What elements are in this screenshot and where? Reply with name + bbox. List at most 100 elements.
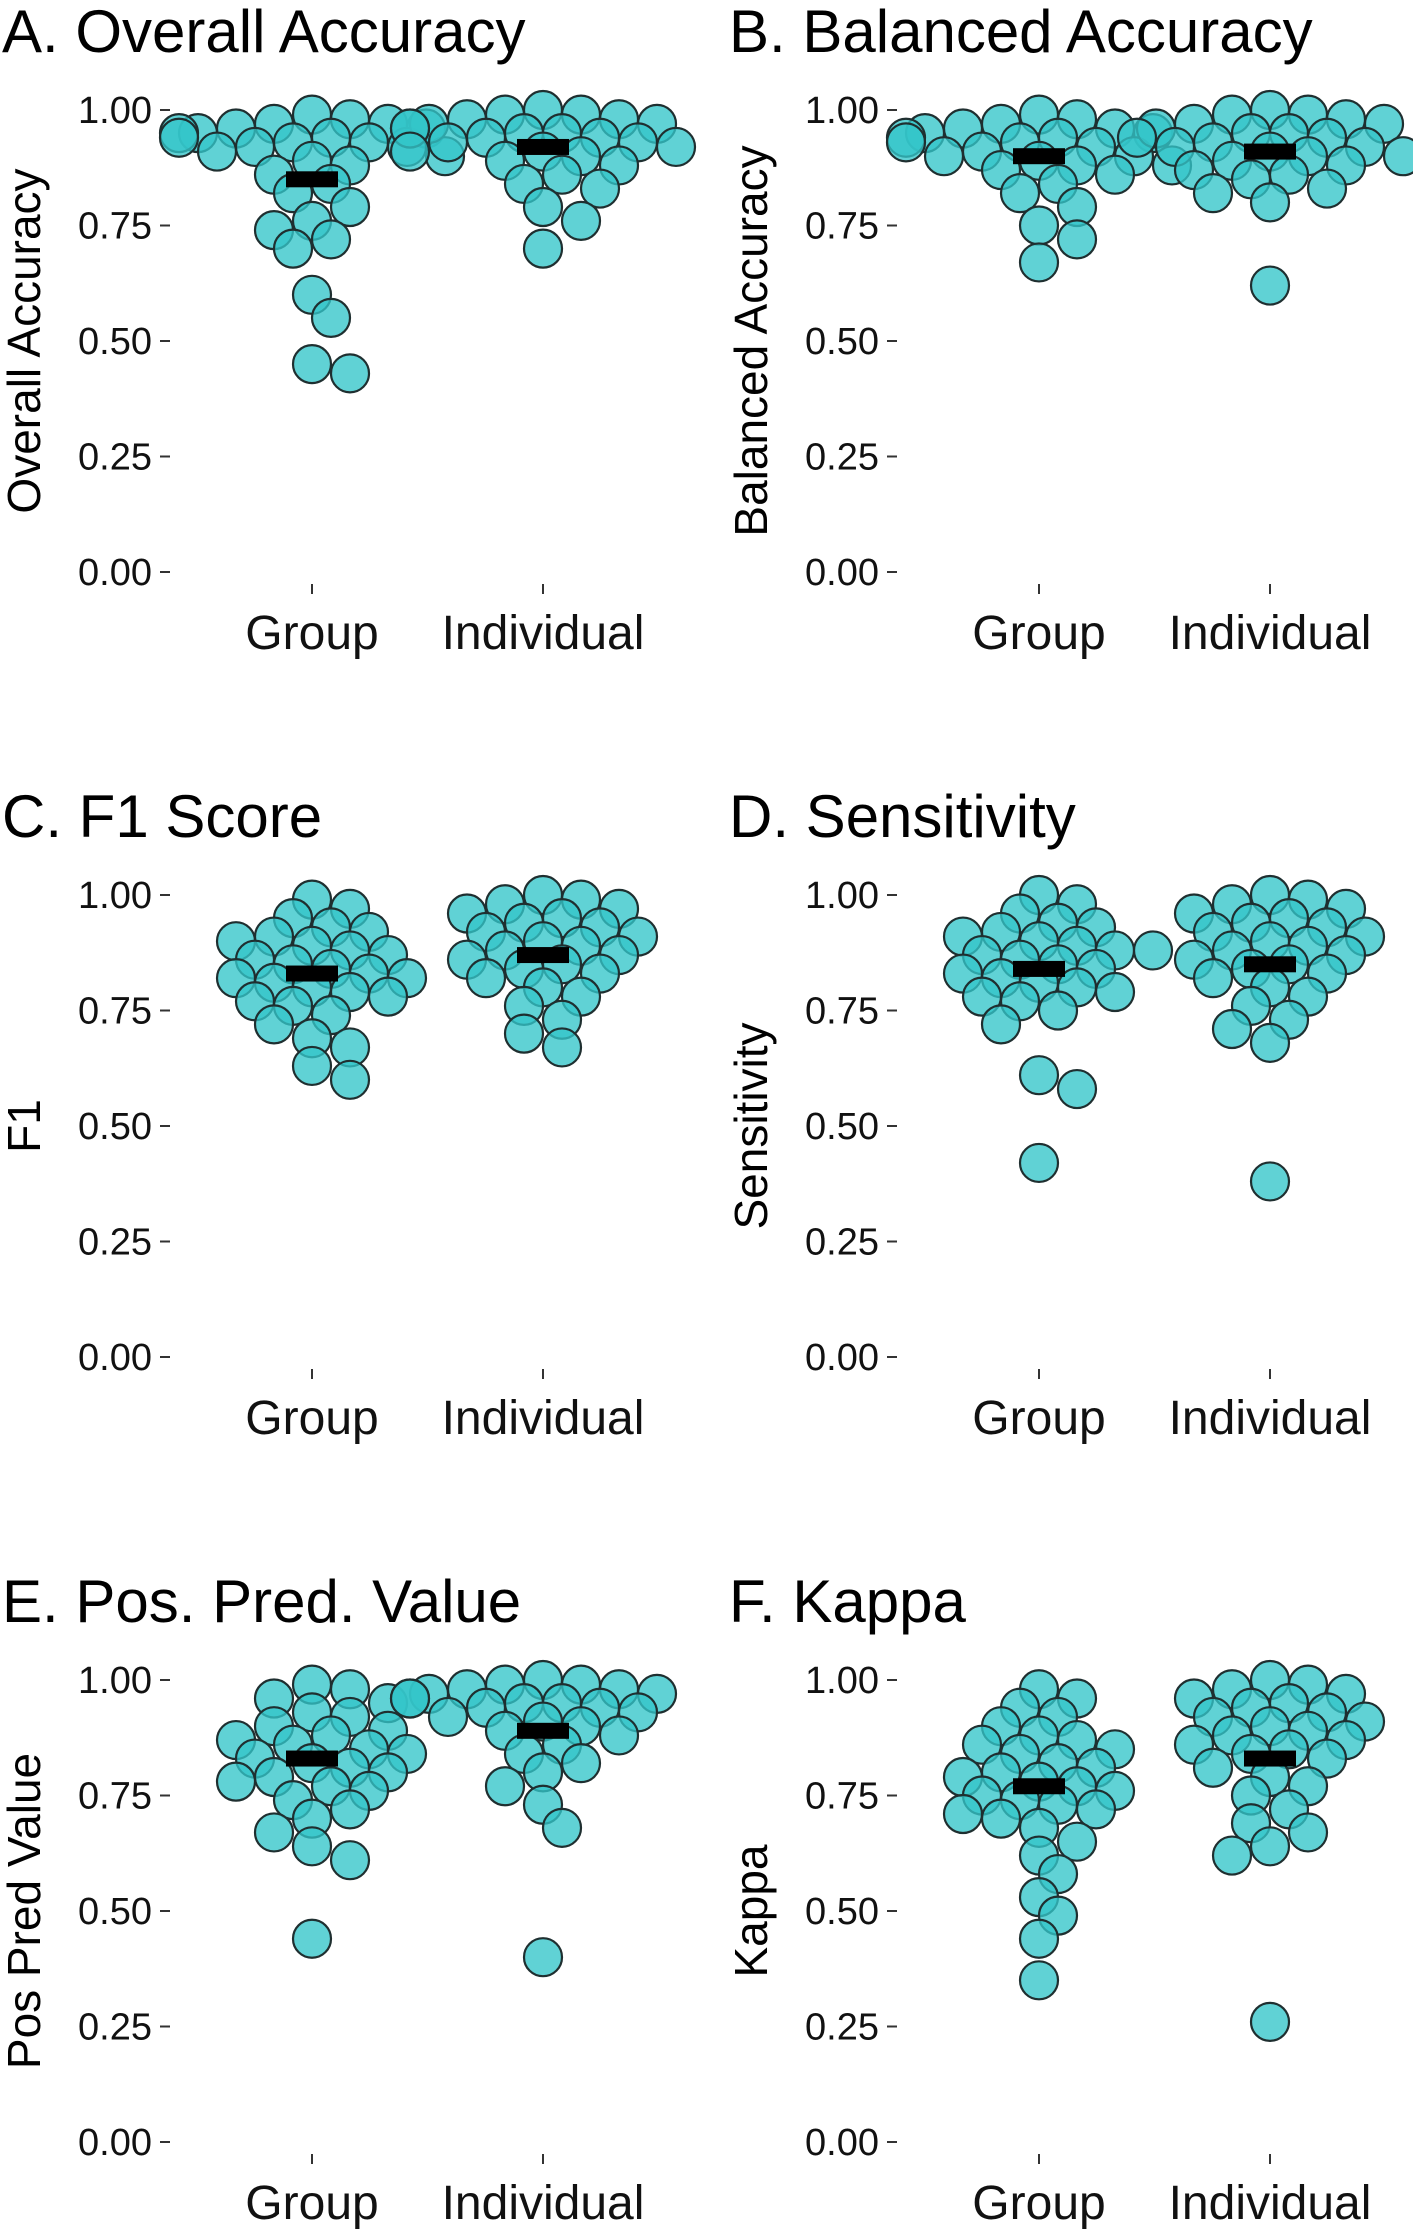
data-point xyxy=(541,154,583,195)
data-point xyxy=(329,186,371,228)
data-point xyxy=(291,1826,333,1867)
data-point xyxy=(1249,1826,1291,1867)
x-tick-label: Group xyxy=(245,1392,378,1445)
y-tick-label: 1.00 xyxy=(805,90,879,132)
data-point xyxy=(1249,1161,1291,1202)
panel-3: D. Sensitivity Sensitivity 0.00 0.25 0.50 0.7… xyxy=(725,783,1386,1445)
y-axis-label: Overall Accuracy xyxy=(0,168,50,513)
x-tick-label: Group xyxy=(972,1392,1105,1445)
y-tick-label: 0.25 xyxy=(78,437,152,479)
y-tick-label: 0.50 xyxy=(78,1106,152,1148)
panel-title: E. Pos. Pred. Value xyxy=(2,1568,521,1635)
x-tick-label: Individual xyxy=(1169,1392,1372,1445)
data-point xyxy=(1094,971,1136,1013)
y-tick-label: 0.00 xyxy=(78,1337,152,1379)
data-point xyxy=(1018,1960,1060,2001)
y-tick-label: 0.00 xyxy=(805,552,879,594)
y-tick-label: 0.25 xyxy=(78,1222,152,1264)
data-point xyxy=(560,1743,602,1784)
x-tick-label: Group xyxy=(245,607,378,660)
y-tick-label: 0.00 xyxy=(805,2122,879,2164)
y-axis-label: F1 xyxy=(0,1099,50,1153)
mean-bar xyxy=(1244,143,1296,160)
data-point xyxy=(541,1027,583,1068)
data-point xyxy=(923,136,965,177)
data-point xyxy=(1116,117,1158,158)
y-tick-label: 0.50 xyxy=(78,1891,152,1933)
mean-bar xyxy=(286,171,338,188)
data-point xyxy=(427,122,469,163)
y-tick-label: 0.75 xyxy=(78,991,152,1033)
data-point xyxy=(1382,136,1413,177)
y-tick-label: 0.25 xyxy=(78,2007,152,2049)
panel-title: B. Balanced Accuracy xyxy=(729,0,1313,65)
data-point xyxy=(522,228,564,269)
data-point xyxy=(522,186,564,228)
data-point xyxy=(1056,1821,1098,1862)
data-point xyxy=(389,131,431,172)
mean-bar xyxy=(517,1722,569,1739)
mean-bar xyxy=(1013,960,1065,977)
data-point xyxy=(885,122,927,163)
data-point xyxy=(1287,1812,1329,1853)
data-point xyxy=(291,1918,333,1959)
y-tick-label: 0.75 xyxy=(805,206,879,248)
y-tick-label: 0.50 xyxy=(805,1106,879,1148)
data-point xyxy=(1249,2001,1291,2042)
y-tick-label: 1.00 xyxy=(78,90,152,132)
y-axis-label: Sensitivity xyxy=(725,1022,777,1229)
data-point xyxy=(215,1761,257,1802)
data-point xyxy=(427,1696,469,1738)
data-point xyxy=(1018,205,1060,246)
data-point xyxy=(1192,1747,1234,1788)
x-tick-label: Individual xyxy=(442,1392,645,1445)
data-point xyxy=(1249,182,1291,223)
data-point xyxy=(1192,958,1234,999)
panel-4: E. Pos. Pred. Value Pos Pred Value 0.00 0.2… xyxy=(0,1568,678,2230)
y-tick-label: 0.25 xyxy=(805,2007,879,2049)
data-point xyxy=(253,1004,295,1045)
data-point xyxy=(1056,219,1098,260)
y-axis-label: Balanced Accuracy xyxy=(725,145,777,536)
panel-1: B. Balanced Accuracy Balanced Accuracy 0.0… xyxy=(725,0,1413,660)
data-point xyxy=(329,1789,371,1830)
data-point xyxy=(1211,1008,1253,1050)
data-point xyxy=(1018,1918,1060,1959)
y-tick-label: 0.25 xyxy=(805,437,879,479)
data-point xyxy=(560,200,602,241)
data-point xyxy=(655,126,697,168)
mean-bar xyxy=(286,965,338,982)
data-point xyxy=(310,219,352,260)
data-point xyxy=(1018,242,1060,283)
y-tick-label: 0.25 xyxy=(805,1222,879,1264)
mean-bar xyxy=(517,947,569,964)
data-point xyxy=(310,297,352,338)
data-point xyxy=(1018,1142,1060,1184)
mean-bar xyxy=(286,1750,338,1767)
data-point xyxy=(1018,1055,1060,1096)
y-tick-label: 1.00 xyxy=(805,1660,879,1702)
x-tick-label: Group xyxy=(245,2177,378,2230)
x-tick-label: Individual xyxy=(442,607,645,660)
data-point xyxy=(598,1715,640,1756)
y-tick-label: 0.75 xyxy=(805,1776,879,1818)
data-point xyxy=(272,228,314,269)
data-point xyxy=(1132,930,1174,971)
y-tick-label: 0.75 xyxy=(78,1776,152,1818)
x-tick-label: Group xyxy=(972,607,1105,660)
y-tick-label: 0.75 xyxy=(78,206,152,248)
panel-5: F. Kappa Kappa 0.00 0.25 0.50 0.75 1.00 Group In… xyxy=(725,1568,1386,2230)
data-point xyxy=(329,353,371,394)
data-point xyxy=(522,1937,564,1978)
data-point xyxy=(367,976,409,1017)
data-point xyxy=(1211,1835,1253,1876)
data-point xyxy=(980,1798,1022,1839)
panel-title: F. Kappa xyxy=(729,1568,966,1635)
data-point xyxy=(1056,1068,1098,1110)
x-tick-label: Individual xyxy=(442,2177,645,2230)
mean-bar xyxy=(517,138,569,155)
panel-title: A. Overall Accuracy xyxy=(2,0,526,65)
data-point xyxy=(158,117,200,158)
data-point xyxy=(291,344,333,385)
data-point xyxy=(329,1059,371,1100)
